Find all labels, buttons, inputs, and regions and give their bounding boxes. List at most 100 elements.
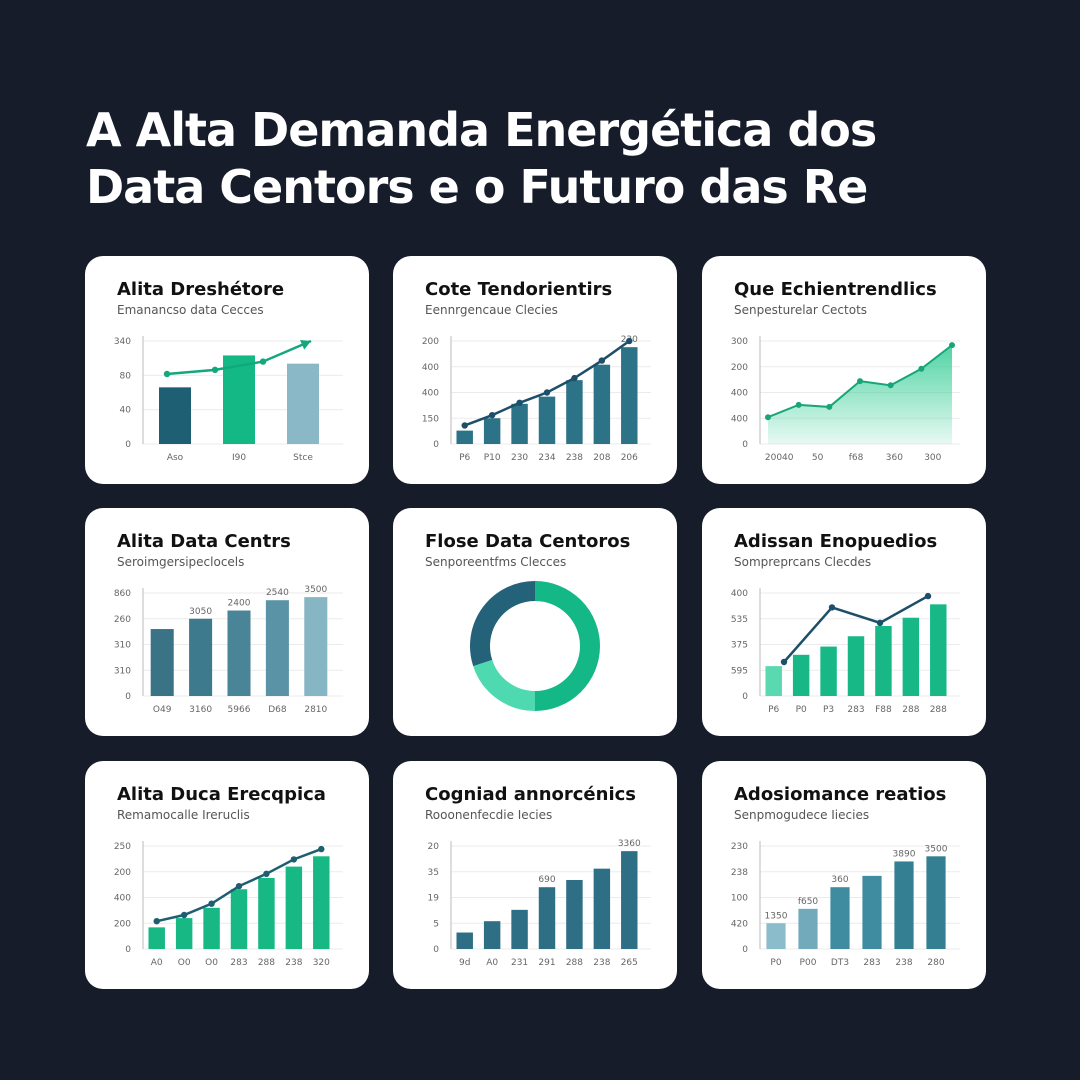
x-tick-label: 5966: [228, 705, 251, 715]
trend-point: [924, 592, 932, 600]
area: [768, 345, 952, 444]
y-tick-label: 0: [433, 945, 439, 955]
x-tick-label: 238: [566, 453, 583, 463]
point: [826, 403, 833, 410]
card-subtitle: Rooonenfecdie Iecies: [425, 808, 552, 822]
y-tick-label: 250: [114, 842, 131, 852]
bar: [285, 866, 303, 949]
trend-point: [163, 370, 171, 378]
y-tick-label: 0: [742, 440, 748, 450]
y-tick-label: 230: [731, 842, 748, 852]
chart-card: Alita Data Centrs Seroimgersipeclocels 0 31…: [85, 508, 369, 736]
card-title: Alita Duca Erecqpica: [117, 784, 326, 805]
x-tick-label: 291: [538, 958, 555, 968]
bar: [148, 927, 165, 949]
point: [949, 342, 955, 349]
y-tick-label: 200: [422, 337, 439, 347]
y-tick-label: 150: [422, 414, 439, 424]
card-subtitle: Emanancso data Cecces: [117, 303, 264, 317]
bar: [511, 909, 528, 949]
trend-point: [461, 422, 468, 429]
y-tick-label: 5: [433, 919, 439, 929]
donut-segment: [470, 581, 536, 667]
card-subtitle: Senpesturelar Cectots: [734, 303, 867, 317]
x-tick-label: A0: [151, 958, 163, 968]
y-tick-label: 400: [731, 414, 748, 424]
chart-card: Adosiomance reatios Senpmogudece Iiecies 0…: [702, 761, 986, 989]
bar: [159, 387, 191, 444]
bar: [230, 889, 248, 949]
bar: [765, 666, 782, 696]
y-tick-label: 420: [731, 919, 748, 929]
x-tick-label: 288: [258, 958, 275, 968]
trend-point: [876, 619, 884, 627]
y-tick-label: 0: [125, 692, 131, 702]
x-tick-label: 20040: [765, 453, 794, 463]
point: [795, 401, 802, 408]
trend-point: [290, 856, 298, 863]
bar: [566, 380, 583, 444]
trend-point: [598, 357, 606, 364]
x-tick-label: 206: [621, 453, 638, 463]
x-tick-label: 230: [511, 453, 528, 463]
x-tick-label: P00: [800, 958, 817, 968]
trend-line: [783, 594, 929, 663]
arrow-head: [300, 339, 311, 350]
bar: [456, 430, 473, 444]
card-title: Cogniad annorcénics: [425, 784, 636, 805]
card-subtitle: Sompreprcans Clecdes: [734, 555, 871, 569]
point: [765, 414, 771, 421]
trend-point: [180, 911, 188, 919]
bar: [313, 856, 330, 949]
x-tick-label: 234: [538, 453, 555, 463]
bar-annotation: 3500: [304, 585, 327, 595]
bar: [847, 636, 865, 696]
bar: [798, 908, 818, 949]
trend-point: [543, 389, 551, 396]
bar: [926, 856, 946, 949]
x-tick-label: O0: [178, 958, 191, 968]
trend-point: [780, 658, 788, 666]
y-tick-label: 400: [114, 894, 131, 904]
trend-point: [626, 337, 633, 345]
card-title: Alita Dreshétore: [117, 279, 284, 300]
x-tick-label: 238: [285, 958, 302, 968]
bar-annotation: 3890: [893, 849, 916, 859]
donut-segment: [534, 581, 600, 711]
point: [857, 378, 863, 385]
bar: [223, 355, 255, 444]
y-tick-label: 20: [428, 842, 440, 852]
y-tick-label: 200: [731, 363, 748, 373]
x-tick-label: 238: [895, 958, 912, 968]
bar: [265, 600, 289, 696]
bar: [304, 597, 328, 696]
trend-point: [516, 399, 523, 406]
y-tick-label: 595: [731, 666, 748, 676]
bar: [621, 347, 638, 444]
y-tick-label: 340: [114, 337, 131, 347]
trend-line: [166, 339, 312, 376]
x-tick-label: D68: [268, 705, 287, 715]
x-tick-label: 9d: [459, 958, 470, 968]
x-tick-label: O0: [205, 958, 218, 968]
chart-card: Cote Tendorientirs Eennrgencaue Clecies 0 1…: [393, 256, 677, 484]
y-tick-label: 260: [114, 615, 131, 625]
y-tick-label: 300: [731, 337, 748, 347]
y-tick-label: 200: [114, 919, 131, 929]
heading-line: A Alta Demanda Energética dos: [86, 103, 876, 157]
bar: [621, 851, 638, 949]
bar-annotation: 360: [831, 875, 848, 885]
point: [918, 365, 925, 372]
y-tick-label: 100: [731, 894, 748, 904]
x-tick-label: 288: [566, 958, 583, 968]
bar-annotation: 690: [538, 875, 555, 885]
y-tick-label: 0: [742, 945, 748, 955]
y-tick-label: 0: [433, 440, 439, 450]
trend-point: [318, 845, 325, 853]
bar-annotation: 2540: [266, 588, 289, 598]
trend-point: [208, 900, 215, 907]
x-tick-label: O49: [153, 705, 172, 715]
x-tick-label: P6: [459, 453, 470, 463]
bar: [483, 921, 501, 949]
chart-card: Cogniad annorcénics Rooonenfecdie Iecies 0…: [393, 761, 677, 989]
